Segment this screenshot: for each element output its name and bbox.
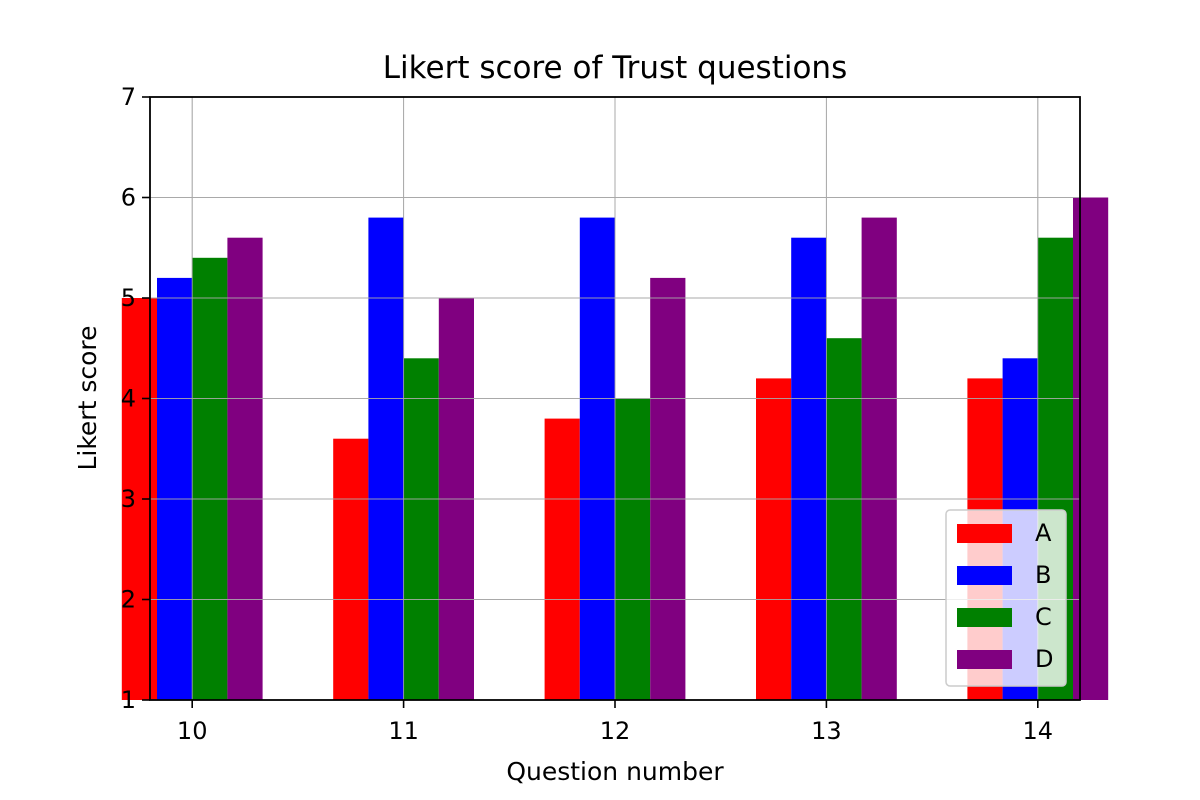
x-tick-label: 11 [388, 717, 419, 745]
y-tick-label: 6 [121, 184, 136, 212]
bars [121, 97, 1109, 700]
bar-D-14 [1073, 197, 1109, 700]
legend-swatch-A [957, 524, 1012, 543]
x-axis-label: Question number [506, 757, 724, 786]
chart-title: Likert score of Trust questions [383, 50, 847, 86]
x-tick-label: 12 [600, 717, 631, 745]
bar-C-12 [615, 398, 651, 700]
legend-label-B: B [1035, 561, 1051, 589]
y-tick-label: 7 [121, 83, 136, 111]
bar-D-13 [861, 217, 897, 700]
legend-label-C: C [1035, 603, 1052, 631]
legend-label-D: D [1035, 645, 1053, 673]
x-tick-label: 13 [811, 717, 842, 745]
bar-B-11 [368, 217, 404, 700]
bar-C-11 [403, 358, 439, 700]
y-axis-label: Likert score [73, 325, 102, 470]
bar-B-12 [579, 217, 615, 700]
y-tick-label: 1 [121, 686, 136, 714]
bar-B-10 [157, 277, 193, 700]
bar-B-13 [791, 237, 827, 700]
y-tick-label: 3 [121, 485, 136, 513]
bar-A-12 [544, 418, 580, 700]
legend-swatch-D [957, 650, 1012, 669]
legend-swatch-B [957, 566, 1012, 585]
bar-C-10 [192, 257, 228, 700]
legend-label-A: A [1035, 519, 1052, 547]
bar-A-13 [756, 378, 792, 700]
x-tick-label: 14 [1023, 717, 1054, 745]
bar-A-11 [333, 438, 369, 700]
bar-C-13 [826, 338, 862, 700]
y-tick-label: 4 [121, 385, 136, 413]
x-tick-label: 10 [177, 717, 208, 745]
bar-D-10 [227, 237, 263, 700]
y-tick-label: 5 [121, 284, 136, 312]
legend-box [945, 509, 1067, 687]
y-tick-label: 2 [121, 586, 136, 614]
legend-swatch-C [957, 608, 1012, 627]
bar-D-12 [650, 277, 686, 700]
